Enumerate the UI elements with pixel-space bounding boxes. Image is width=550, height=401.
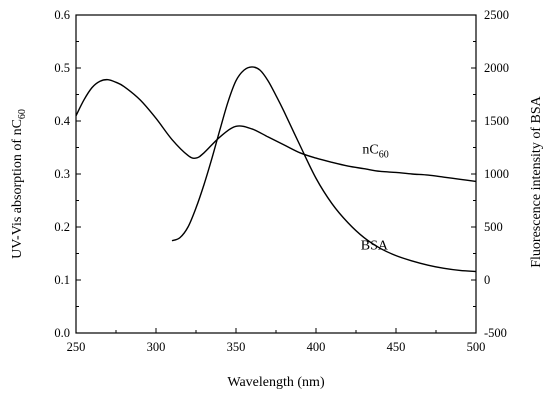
series-label-nc60-subscript: 60 <box>379 149 389 160</box>
right-y-tick-label: 0 <box>484 273 490 287</box>
x-tick-label: 500 <box>467 340 486 354</box>
left-y-tick-label: 0.0 <box>54 326 70 340</box>
x-tick-label: 300 <box>147 340 166 354</box>
left-y-tick-label: 0.4 <box>54 114 70 128</box>
x-axis-ticks: 250 300 350 400 450 500 <box>67 328 486 354</box>
left-y-tick-label: 0.1 <box>54 273 70 287</box>
right-y-tick-label: -500 <box>484 326 507 340</box>
series-line-bsa <box>171 66 477 273</box>
x-axis-title: Wavelength (nm) <box>227 375 325 390</box>
right-y-tick-label: 2500 <box>484 8 509 22</box>
series-label-nc60: nC60 <box>362 142 388 160</box>
left-y-axis-ticks: 0.0 0.1 0.2 0.3 0.4 0.5 0.6 <box>54 8 81 340</box>
left-y-tick-label: 0.3 <box>54 167 70 181</box>
right-y-tick-label: 2000 <box>484 61 509 75</box>
right-y-tick-label: 1500 <box>484 114 509 128</box>
left-y-tick-label: 0.5 <box>54 61 70 75</box>
right-y-axis-title: Fluorescence intensity of BSA <box>529 95 544 267</box>
left-y-axis-title-main: UV-Vis absorption of nC <box>10 119 25 259</box>
left-y-tick-label: 0.6 <box>54 8 70 22</box>
x-tick-label: 350 <box>227 340 246 354</box>
series-lines <box>75 66 477 273</box>
series-line-nc <box>75 78 477 183</box>
x-tick-label: 400 <box>307 340 326 354</box>
right-y-tick-label: 1000 <box>484 167 509 181</box>
left-y-axis-title: UV-Vis absorption of nC60 <box>10 109 28 259</box>
right-y-tick-label: 500 <box>484 220 503 234</box>
x-tick-label: 450 <box>387 340 406 354</box>
left-y-tick-label: 0.2 <box>54 220 70 234</box>
right-y-axis-ticks: -500 0 500 1000 1500 2000 2500 <box>471 8 509 340</box>
series-label-nc60-main: nC <box>362 142 378 157</box>
x-tick-label: 250 <box>67 340 86 354</box>
series-label-bsa: BSA <box>361 239 389 254</box>
series-labels: nC60 BSA <box>361 142 389 253</box>
left-y-axis-title-subscript: 60 <box>17 109 28 119</box>
